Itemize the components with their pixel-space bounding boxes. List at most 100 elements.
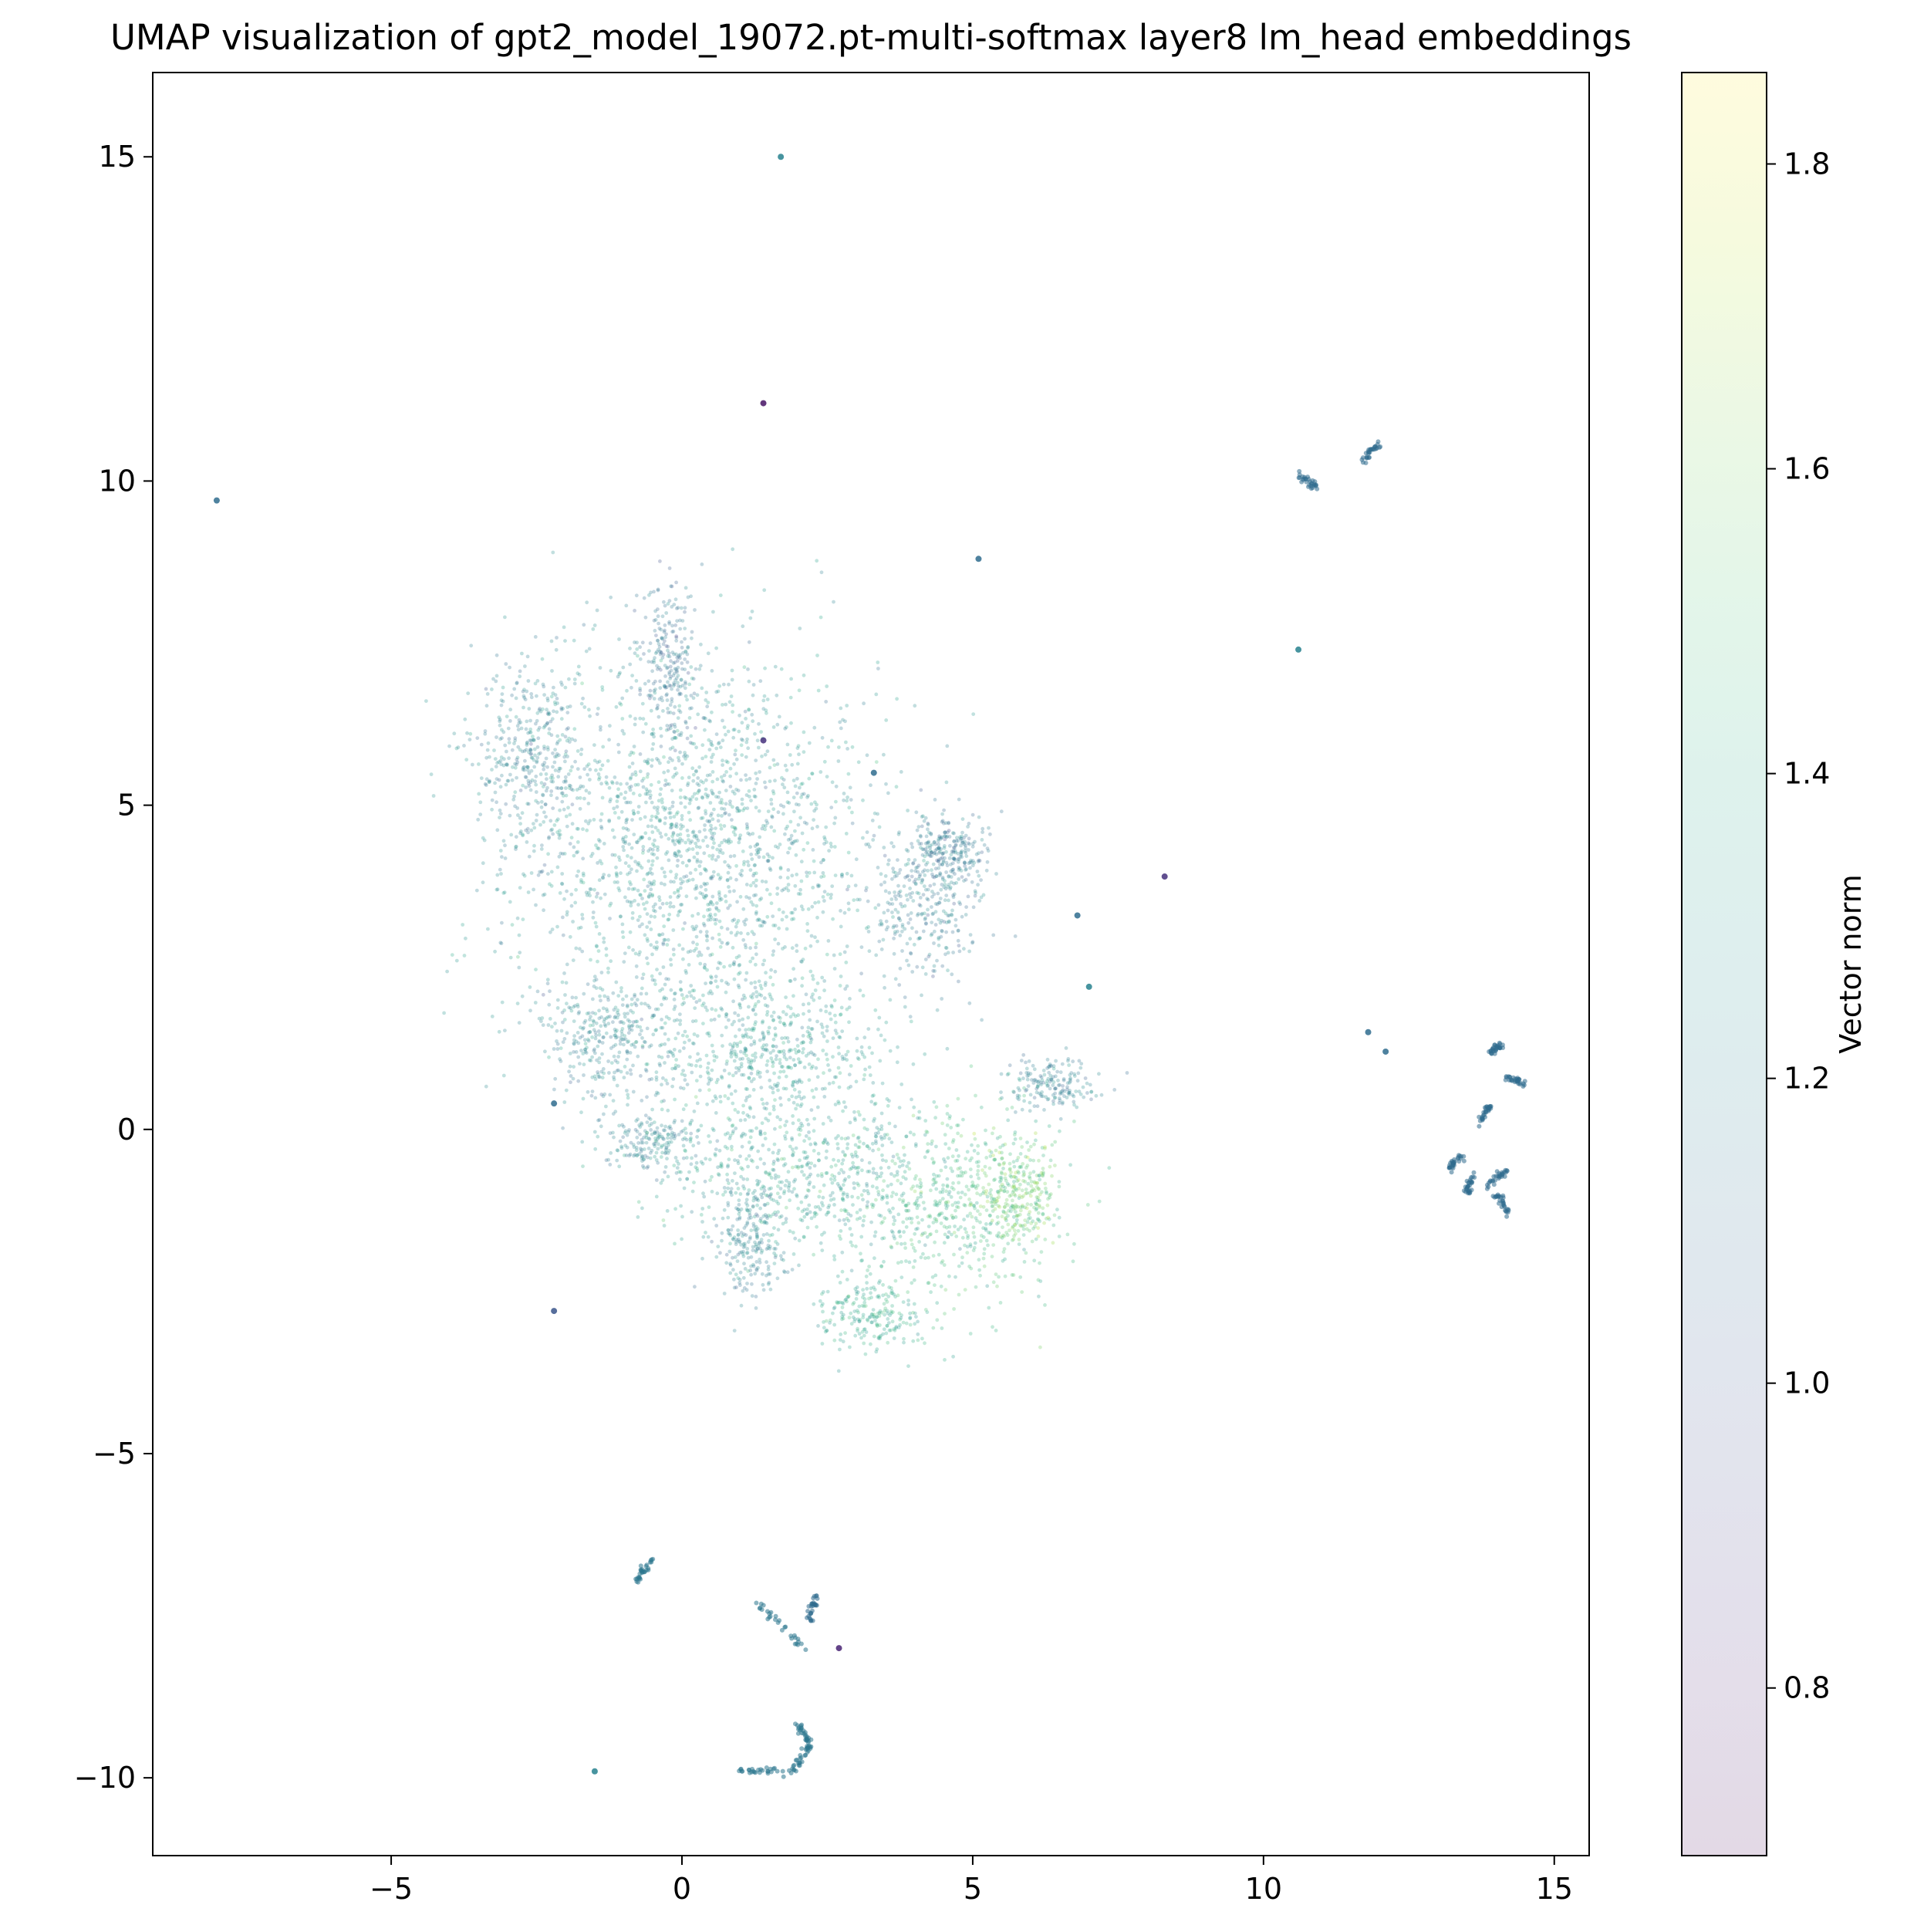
data-point [734,1191,738,1195]
data-point [856,1171,859,1176]
data-point [664,977,668,981]
data-point [663,1032,667,1036]
data-point [567,1069,571,1074]
data-point [691,941,695,944]
data-point [900,923,905,927]
cluster-10 [812,1258,955,1373]
data-point [940,929,944,934]
data-point [1018,1137,1023,1140]
data-point [560,881,564,886]
data-point [600,685,605,689]
data-point [555,830,559,835]
data-point [615,873,619,876]
data-point [1034,1131,1038,1136]
data-point [710,975,714,980]
data-point [727,682,731,687]
data-point [897,1229,902,1234]
data-point [662,755,666,759]
data-point [773,664,778,669]
data-point [790,842,795,846]
data-point [581,827,585,831]
data-point [745,860,750,864]
data-point [667,599,672,603]
data-point [599,971,604,974]
data-point [729,839,733,844]
data-point [677,943,681,947]
data-point [744,778,748,782]
data-point [732,917,737,922]
data-point [757,1241,761,1245]
data-point [542,747,546,751]
data-point [629,904,633,908]
data-point [635,869,639,873]
data-point [832,967,837,971]
data-point [442,1011,446,1015]
data-point [951,1138,956,1142]
data-point [530,755,535,760]
data-point [619,914,623,919]
data-point [986,1243,990,1248]
data-point [514,835,518,839]
data-point [688,841,693,845]
data-point [734,955,739,960]
data-point [1013,1223,1018,1228]
data-point [784,1205,788,1210]
data-point [718,848,723,852]
data-point [812,870,817,875]
data-point [760,924,764,928]
data-point [799,904,804,909]
data-point [626,1093,630,1097]
data-point [505,714,509,718]
data-point [799,1164,804,1169]
data-point [872,833,876,838]
data-point [824,700,829,704]
data-point [598,666,602,670]
data-point [724,732,727,737]
data-point [734,1066,738,1070]
data-point [955,1158,960,1163]
data-point [982,843,987,847]
data-point [802,673,806,677]
data-point [684,894,689,899]
data-point [737,837,742,841]
data-point [763,920,767,925]
data-point [930,843,934,846]
data-point [740,753,744,757]
data-point [1003,1172,1008,1177]
data-point [751,1264,756,1268]
data-point [709,836,714,840]
data-point [991,1126,996,1130]
data-point [650,974,654,978]
data-point [879,1135,883,1139]
data-point [866,1200,870,1204]
data-point [977,859,982,863]
data-point [531,738,535,742]
data-point [974,852,979,856]
data-point [811,848,815,852]
data-point [503,615,507,620]
data-point [865,1184,869,1188]
data-point [842,1218,846,1222]
data-point [842,910,847,915]
data-point [884,718,889,722]
data-point [945,1177,950,1181]
data-point [650,747,654,752]
data-point [970,842,975,846]
data-point [588,893,592,898]
data-point [859,1258,863,1263]
data-point [522,749,527,753]
data-point [1045,1191,1048,1195]
data-point [672,652,677,657]
data-point [599,896,602,900]
data-point [991,933,996,937]
data-point [521,872,525,876]
data-point [907,892,912,897]
data-point [663,816,667,820]
data-point [740,1133,744,1137]
data-point [702,1194,707,1199]
data-point [916,891,921,896]
data-point [781,947,785,951]
data-point [670,737,674,741]
data-point [687,859,691,863]
data-point [497,1029,501,1034]
